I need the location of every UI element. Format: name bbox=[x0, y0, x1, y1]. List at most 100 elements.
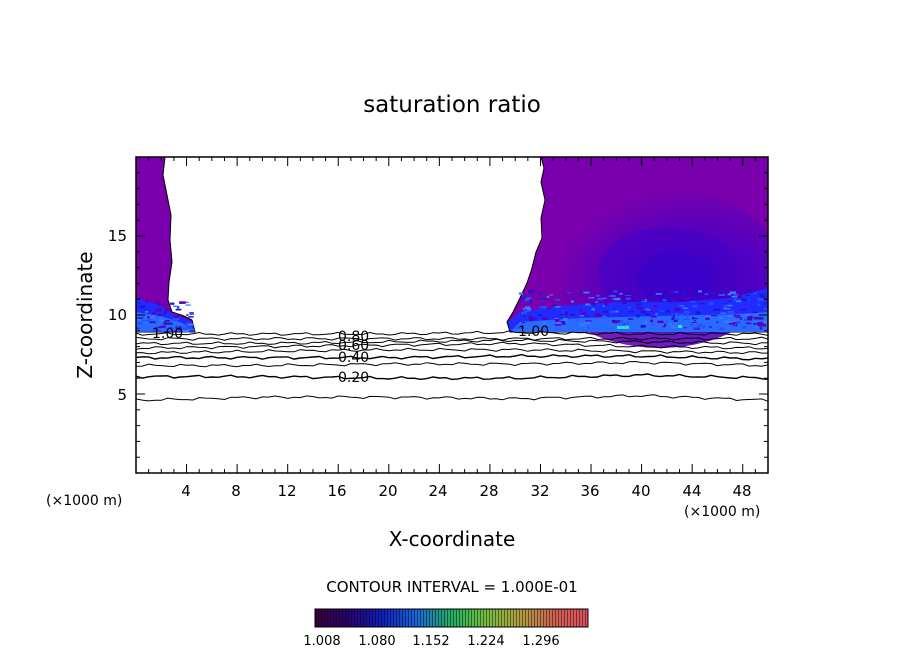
x-tick-label: 36 bbox=[580, 482, 599, 500]
speckle bbox=[555, 298, 562, 301]
speckle bbox=[758, 293, 765, 296]
x-tick-label: 40 bbox=[631, 482, 650, 500]
speckle bbox=[679, 313, 685, 316]
speckle bbox=[741, 298, 748, 302]
speckle bbox=[617, 320, 623, 323]
speckle bbox=[522, 312, 526, 315]
speckle bbox=[542, 321, 546, 324]
speckle bbox=[745, 295, 750, 297]
speckle bbox=[136, 317, 144, 319]
speckle bbox=[753, 316, 760, 320]
x-tick-label: 44 bbox=[682, 482, 701, 500]
speckle bbox=[136, 317, 140, 321]
speckle bbox=[622, 322, 629, 326]
speckle bbox=[727, 293, 732, 296]
x-tick-label: 48 bbox=[732, 482, 751, 500]
contour-interval-note: CONTOUR INTERVAL = 1.000E-01 bbox=[326, 578, 577, 596]
speckle bbox=[718, 294, 726, 296]
speckle bbox=[547, 308, 553, 310]
speckle bbox=[612, 308, 616, 310]
contour-labels: 1.00 1.00 0.80 0.60 0.40 0.20 bbox=[152, 324, 549, 386]
speckle bbox=[726, 304, 733, 307]
speckle bbox=[593, 304, 597, 306]
speckle bbox=[138, 302, 141, 304]
speckle bbox=[560, 298, 563, 300]
speckle bbox=[674, 291, 679, 293]
speckle bbox=[665, 320, 669, 323]
speckle bbox=[740, 317, 743, 320]
speckle bbox=[671, 313, 678, 316]
speckle bbox=[640, 325, 646, 328]
speckle bbox=[722, 306, 727, 309]
speckle bbox=[727, 300, 732, 302]
speckle bbox=[763, 308, 768, 311]
speckle bbox=[613, 290, 618, 293]
speckle bbox=[745, 299, 750, 301]
speckle bbox=[175, 308, 182, 311]
speckle bbox=[516, 326, 523, 330]
speckle bbox=[552, 304, 557, 307]
speckle bbox=[672, 300, 676, 302]
y-axis-title: Z-coordinate bbox=[73, 251, 97, 378]
contour-label: 0.40 bbox=[338, 350, 369, 366]
speckle bbox=[625, 324, 630, 327]
speckle bbox=[155, 300, 159, 304]
speckle bbox=[137, 322, 143, 325]
speckle bbox=[538, 314, 543, 316]
speckle bbox=[560, 321, 565, 323]
speckle bbox=[719, 290, 726, 292]
speckle bbox=[729, 291, 736, 295]
speckle bbox=[585, 303, 592, 306]
speckle bbox=[542, 317, 548, 320]
speckle bbox=[625, 294, 632, 296]
speckle bbox=[579, 315, 584, 317]
contour-label: 0.80 bbox=[338, 329, 369, 345]
speckle bbox=[737, 322, 742, 325]
speckle bbox=[628, 311, 634, 313]
speckle bbox=[636, 298, 639, 300]
speckle bbox=[625, 297, 631, 300]
speckle bbox=[709, 302, 714, 305]
speckle bbox=[736, 300, 742, 303]
speckle bbox=[659, 310, 665, 312]
speckle bbox=[719, 316, 723, 320]
speckle bbox=[570, 313, 575, 316]
speckle bbox=[180, 327, 187, 330]
speckle bbox=[698, 290, 702, 293]
contour-line bbox=[136, 360, 768, 368]
speckle bbox=[705, 317, 710, 320]
speckle bbox=[139, 305, 146, 309]
contour-label: 0.60 bbox=[338, 338, 369, 354]
speckle bbox=[185, 326, 193, 330]
x-tick-label: 28 bbox=[479, 482, 498, 500]
x-tick-label: 16 bbox=[327, 482, 346, 500]
speckle bbox=[695, 311, 701, 315]
speckle bbox=[561, 321, 566, 325]
speckle bbox=[755, 326, 758, 328]
speckle bbox=[683, 307, 688, 310]
speckle bbox=[524, 298, 529, 302]
contour-label: 0.20 bbox=[338, 370, 369, 386]
speckle bbox=[528, 300, 533, 303]
speckle bbox=[720, 312, 727, 314]
speckle bbox=[650, 316, 657, 318]
speckle bbox=[752, 311, 758, 314]
speckle bbox=[597, 297, 603, 301]
y-tick-label: 5 bbox=[117, 386, 127, 404]
x-unit-label: (×1000 m) bbox=[684, 504, 760, 520]
contour-line bbox=[136, 353, 768, 361]
speckle bbox=[143, 320, 150, 322]
speckle bbox=[672, 314, 675, 318]
speckle bbox=[691, 321, 697, 323]
x-tick-label: 12 bbox=[277, 482, 296, 500]
speckle bbox=[584, 322, 590, 325]
chart-title: saturation ratio bbox=[363, 92, 541, 118]
x-axis-title: X-coordinate bbox=[389, 527, 516, 551]
speckle bbox=[527, 307, 532, 311]
speckle bbox=[719, 327, 725, 330]
speckle bbox=[567, 292, 571, 294]
speckle bbox=[179, 301, 186, 304]
speckle bbox=[614, 321, 618, 324]
speckle bbox=[561, 310, 565, 312]
speckle bbox=[655, 313, 658, 316]
